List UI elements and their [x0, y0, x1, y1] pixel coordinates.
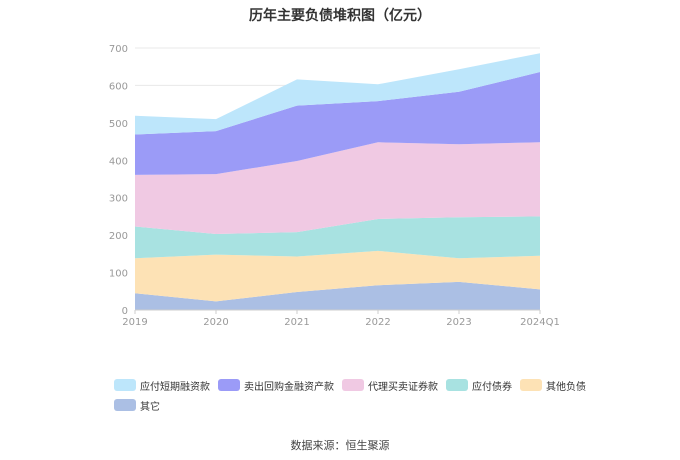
area-series: [135, 281, 540, 310]
legend-item[interactable]: 其它: [114, 398, 160, 413]
y-tick-label: 100: [109, 269, 128, 280]
area-series: [135, 53, 540, 135]
legend-item[interactable]: 其他负债: [520, 378, 586, 393]
x-tick-label: 2019: [122, 317, 147, 328]
x-tick-label: 2021: [284, 317, 309, 328]
legend-swatch: [218, 379, 240, 391]
legend-label: 其他负债: [546, 381, 586, 393]
legend-label: 代理买卖证券款: [368, 381, 438, 393]
x-tick-label: 2024Q1: [520, 317, 560, 328]
y-tick-label: 300: [109, 194, 128, 205]
legend-swatch: [114, 399, 136, 411]
y-tick-label: 500: [109, 119, 128, 130]
legend-swatch: [520, 379, 542, 391]
area-series: [135, 216, 540, 259]
y-tick-label: 700: [109, 44, 128, 55]
legend-item[interactable]: 卖出回购金融资产款: [218, 378, 334, 393]
legend-swatch: [446, 379, 468, 391]
chart-legend: 应付短期融资款 卖出回购金融资产款 代理买卖证券款 应付债券 其他负债其它: [114, 378, 614, 413]
y-tick-label: 400: [109, 156, 128, 167]
area-series: [135, 142, 540, 234]
area-series: [135, 72, 540, 175]
legend-label: 卖出回购金融资产款: [244, 381, 334, 393]
legend-item[interactable]: 应付短期融资款: [114, 378, 210, 393]
y-tick-label: 200: [109, 231, 128, 242]
y-tick-label: 0: [122, 306, 128, 317]
legend-swatch: [114, 379, 136, 391]
y-tick-label: 600: [109, 81, 128, 92]
data-source-note: 数据来源：恒生聚源: [290, 439, 390, 452]
x-tick-label: 2022: [365, 317, 390, 328]
legend-swatch: [342, 379, 364, 391]
legend-label: 应付短期融资款: [140, 381, 210, 393]
area-series: [135, 250, 540, 302]
legend-label: 其它: [140, 401, 160, 413]
x-tick-label: 2020: [203, 317, 228, 328]
legend-item[interactable]: 应付债券: [446, 378, 512, 393]
legend-label: 应付债券: [472, 381, 512, 393]
legend-item[interactable]: 代理买卖证券款: [342, 378, 438, 393]
chart-title: 历年主要负债堆积图（亿元）: [249, 8, 431, 24]
x-tick-label: 2023: [446, 317, 471, 328]
